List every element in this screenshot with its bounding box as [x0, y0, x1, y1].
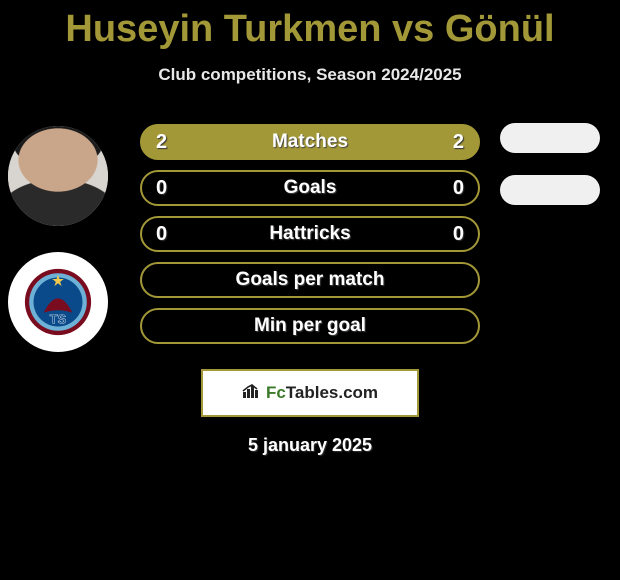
date-label: 5 january 2025 [0, 435, 620, 456]
stat-bar: 2 Matches 2 [140, 124, 480, 160]
brand-suffix: Tables.com [286, 383, 378, 402]
stat-label: Goals [284, 177, 337, 199]
stat-label: Matches [272, 131, 348, 153]
stat-row: Min per goal [0, 303, 620, 349]
stat-bar: 0 Goals 0 [140, 170, 480, 206]
stat-row: 2 Matches 2 [0, 119, 620, 165]
chart-icon [242, 383, 262, 404]
brand-text: FcTables.com [266, 383, 378, 403]
brand-prefix: Fc [266, 383, 286, 402]
page-title: Huseyin Turkmen vs Gönül [0, 0, 620, 51]
stat-value-right: 0 [453, 177, 464, 200]
stat-label: Min per goal [254, 315, 366, 337]
stat-value-right: 0 [453, 223, 464, 246]
stat-value-left: 2 [156, 131, 167, 154]
stat-bar: Goals per match [140, 262, 480, 298]
stat-label: Hattricks [269, 223, 350, 245]
stat-value-right: 2 [453, 131, 464, 154]
stat-value-left: 0 [156, 223, 167, 246]
stat-label: Goals per match [236, 269, 385, 291]
stat-value-left: 0 [156, 177, 167, 200]
stat-bar: 0 Hattricks 0 [140, 216, 480, 252]
stat-row: Goals per match [0, 257, 620, 303]
stat-bar: Min per goal [140, 308, 480, 344]
subtitle: Club competitions, Season 2024/2025 [0, 65, 620, 85]
stat-row: 0 Goals 0 [0, 165, 620, 211]
brand-box: FcTables.com [201, 369, 419, 417]
stat-row: 0 Hattricks 0 [0, 211, 620, 257]
stats-container: 2 Matches 2 0 Goals 0 0 Hattricks 0 Goals per mat… [0, 119, 620, 349]
